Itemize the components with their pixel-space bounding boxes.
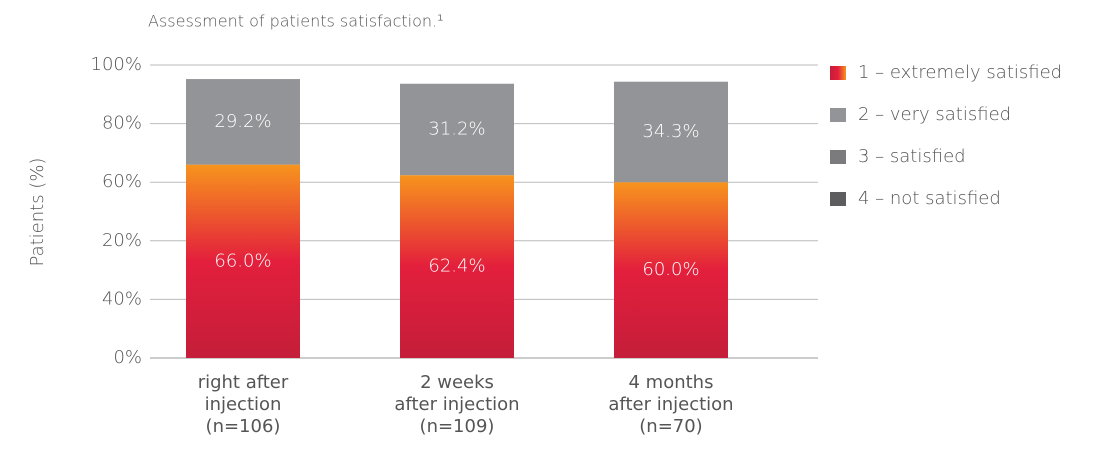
- y-axis-label: Patients (%): [27, 158, 48, 267]
- bar-segment: [614, 81, 728, 183]
- data-label: 66.0%: [214, 250, 271, 271]
- bar-segment: [186, 79, 300, 165]
- y-tick-label: 40%: [102, 288, 142, 309]
- legend-label: 4 – not satisfied: [858, 188, 1001, 209]
- legend-label: 3 – satisfied: [858, 146, 966, 167]
- x-tick-label: right after injection (n=106): [197, 372, 289, 437]
- data-label: 62.4%: [428, 256, 485, 277]
- bar-segment: [614, 182, 728, 358]
- legend-swatch: [830, 108, 846, 122]
- legend-swatch: [830, 150, 846, 164]
- data-label: 29.2%: [214, 111, 271, 132]
- y-tick-label: 100%: [91, 54, 142, 75]
- bar-segment: [400, 83, 514, 176]
- y-tick-label: 60%: [102, 171, 142, 192]
- chart-title: Assessment of patients satisfaction.¹: [148, 12, 444, 31]
- data-label: 31.2%: [428, 118, 485, 139]
- legend-label: 1 – extremely satisfied: [858, 62, 1062, 83]
- legend-swatch: [830, 192, 846, 206]
- data-label: 60.0%: [642, 259, 699, 280]
- y-tick-label: 0%: [113, 347, 142, 368]
- data-label: 34.3%: [642, 121, 699, 142]
- x-tick-label: 2 weeks after injection (n=109): [394, 372, 520, 437]
- legend-label: 2 – very satisfied: [858, 104, 1011, 125]
- y-tick-label: 80%: [102, 113, 142, 134]
- bar-segment: [186, 164, 300, 358]
- x-tick-label: 4 months after injection (n=70): [608, 372, 734, 437]
- y-tick-label: 20%: [102, 230, 142, 251]
- bar-segment: [400, 175, 514, 358]
- legend-swatch: [830, 66, 846, 80]
